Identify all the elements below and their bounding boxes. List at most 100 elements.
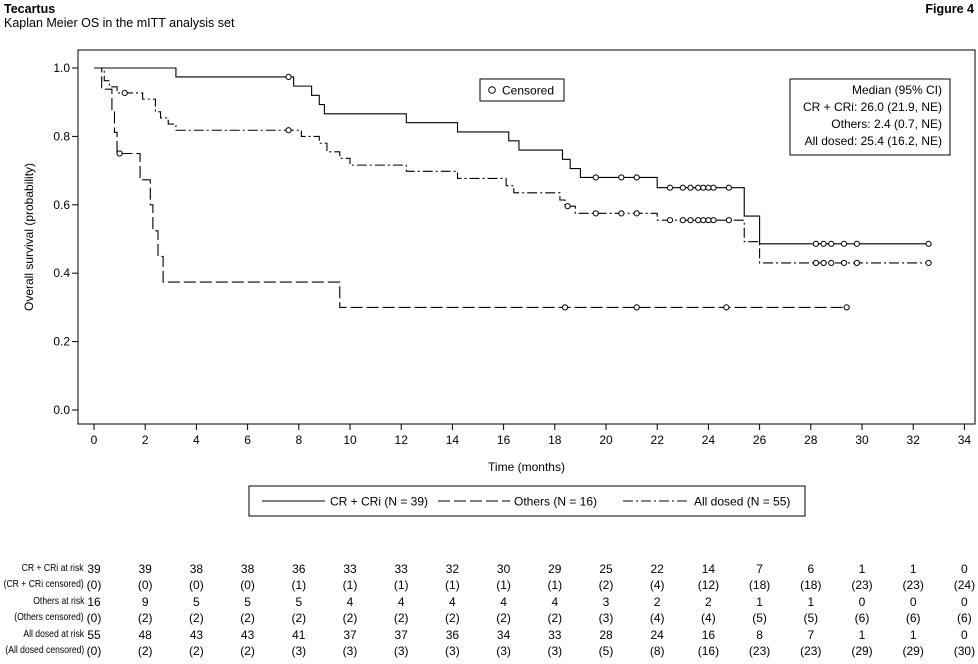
risk-row: CR + CRi at risk 39 39 38 38 36 33 33 32 30 29 25 22…: [0, 562, 978, 576]
censor-marker: [633, 174, 640, 181]
risk-cell: 28: [599, 628, 613, 642]
risk-row-label: Others at risk: [32, 595, 84, 607]
risk-cell: (3): [393, 644, 409, 658]
censored-legend-label: Censored: [502, 84, 554, 98]
risk-cell: (2): [189, 644, 204, 658]
censor-marker: [561, 304, 569, 311]
censor-marker: [853, 259, 860, 267]
risk-cell: (2): [137, 611, 153, 625]
censor-marker: [700, 184, 707, 191]
risk-cell: (4): [649, 611, 665, 625]
censored-legend-marker: [488, 86, 496, 94]
risk-row: (CR + CRi censored) (0) (0) (0) (0) (1) (1) (1)…: [0, 578, 978, 592]
censor-marker: [840, 240, 848, 247]
legend-label-1: CR + CRi (N = 39): [330, 495, 428, 509]
risk-cell: 1: [756, 595, 763, 609]
risk-cell: (2): [291, 611, 307, 625]
risk-cell: 1: [909, 628, 917, 642]
risk-cell: (1): [496, 578, 511, 592]
x-tick-label: 20: [599, 433, 613, 447]
risk-cell: (2): [393, 611, 409, 625]
risk-cell: (29): [902, 644, 924, 658]
risk-cell: 22: [650, 562, 664, 576]
risk-cell: (23): [800, 644, 822, 658]
risk-cell: 0: [961, 628, 968, 642]
risk-cell: (0): [86, 578, 102, 592]
x-tick-label: 12: [395, 433, 409, 447]
risk-cell: (2): [445, 611, 460, 625]
risk-cell: 3: [602, 595, 610, 609]
censor-marker: [853, 240, 860, 247]
risk-cell: (29): [851, 644, 873, 658]
median-stats-title: Median (95% CI): [852, 83, 942, 97]
risk-cell: 48: [138, 628, 152, 642]
censor-marker: [725, 184, 732, 191]
risk-cell: (18): [748, 578, 771, 592]
censor-marker: [700, 217, 707, 224]
risk-cell: (3): [342, 644, 358, 658]
risk-cell: 4: [346, 595, 354, 609]
risk-cell: 16: [701, 628, 716, 642]
censor-marker: [687, 217, 694, 224]
y-tick-label: 0.0: [53, 403, 70, 417]
risk-cell: 1: [858, 562, 866, 576]
risk-cell: 43: [189, 628, 204, 642]
risk-cell: (2): [137, 644, 153, 658]
series-line-2: [94, 67, 847, 308]
risk-cell: (2): [496, 611, 511, 625]
y-axis-label: Overall survival (probability): [22, 163, 36, 311]
header: Tecartus Kaplan Meier OS in the mITT ana…: [4, 2, 234, 30]
risk-cell: 38: [189, 562, 204, 576]
risk-cell: 7: [756, 562, 763, 576]
risk-cell: 55: [87, 628, 101, 642]
risk-cell: 0: [961, 595, 968, 609]
risk-cell: 4: [500, 595, 507, 609]
risk-cell: (3): [598, 611, 614, 625]
risk-cell: 4: [397, 595, 405, 609]
censor-marker: [679, 217, 686, 224]
censor-marker: [285, 73, 292, 80]
censor-marker: [710, 217, 717, 224]
censor-marker: [618, 210, 625, 217]
risk-row-label: (Others censored): [14, 611, 84, 623]
risk-cell: 6: [807, 562, 815, 576]
risk-cell: 1: [858, 628, 866, 642]
plot-frame: [77, 49, 976, 425]
risk-cell: (24): [953, 578, 976, 592]
risk-row: All dosed at risk 55 48 43 43 41 37 37 36 34 33 28 2…: [0, 628, 978, 642]
risk-cell: (1): [393, 578, 409, 592]
risk-row-label: All dosed at risk: [23, 628, 84, 640]
risk-cell: (5): [752, 611, 767, 625]
risk-cell: (0): [86, 644, 102, 658]
x-tick-label: 24: [702, 433, 716, 447]
risk-cell: (3): [496, 644, 511, 658]
risk-cell: 41: [292, 628, 306, 642]
censor-marker: [285, 127, 292, 134]
y-tick-label: 0.8: [53, 129, 70, 143]
risk-cell: (18): [800, 578, 822, 592]
series-legend-box: [248, 485, 806, 517]
censor-marker: [592, 174, 599, 181]
censor-marker: [812, 240, 820, 247]
risk-cell: 25: [599, 562, 613, 576]
series-layer: [94, 67, 932, 311]
risk-cell: (2): [342, 611, 358, 625]
censor-marker: [679, 184, 686, 191]
x-tick-label: 4: [193, 433, 200, 447]
x-tick-label: 22: [651, 433, 665, 447]
risk-cell: (23): [748, 644, 771, 658]
risk-cell: (2): [240, 644, 255, 658]
risk-cell: (5): [598, 644, 614, 658]
risk-cell: (23): [902, 578, 924, 592]
risk-cell: 43: [240, 628, 255, 642]
risk-cell: 39: [138, 562, 152, 576]
censor-marker: [828, 259, 835, 267]
y-tick-label: 0.4: [53, 266, 70, 280]
risk-cell: 16: [87, 595, 101, 609]
censor-marker: [695, 184, 702, 191]
risk-cell: (0): [137, 578, 153, 592]
censor-marker: [723, 304, 730, 311]
median-stats-line: All dosed: 25.4 (16.2, NE): [805, 134, 942, 148]
x-tick-label: 16: [497, 433, 511, 447]
median-stats-box: [789, 78, 951, 156]
